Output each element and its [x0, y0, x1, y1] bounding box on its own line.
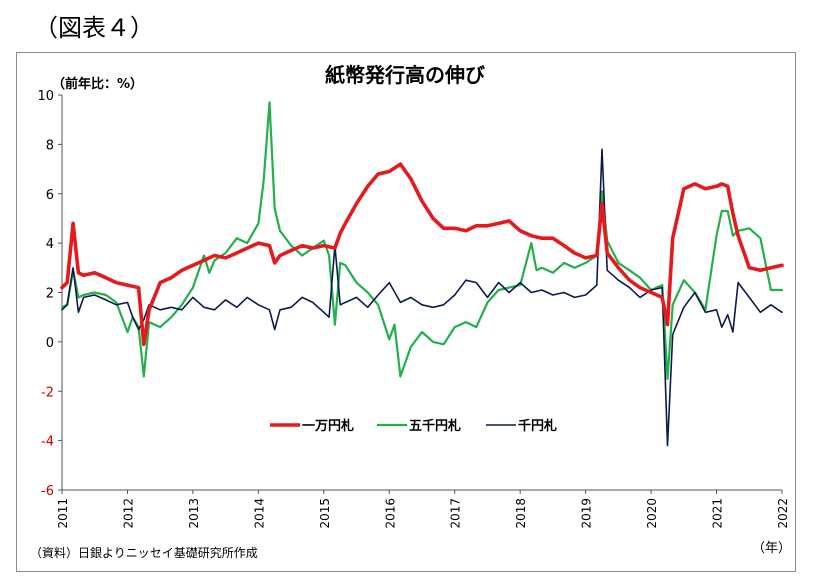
series-line-1 — [60, 162, 784, 347]
legend-label-3: 千円札 — [518, 418, 557, 434]
chart-title: 紙幣発行高の伸び — [325, 63, 486, 87]
figure-label: （図表４） — [34, 14, 154, 42]
x-tick-label: 2017 — [449, 498, 463, 529]
y-tick-label: 8 — [46, 138, 54, 153]
x-tick-label: 2016 — [383, 498, 397, 529]
y-tick-label: -2 — [41, 385, 54, 400]
x-tick-label: 2022 — [776, 498, 790, 529]
x-tick-label: 2015 — [318, 498, 332, 529]
y-tick-label: 0 — [46, 336, 54, 351]
y-tick-label: 10 — [37, 89, 54, 104]
series-layer — [60, 101, 784, 447]
x-tick-label: 2020 — [645, 498, 659, 529]
legend-label-1: 一万円札 — [302, 418, 354, 434]
series-line-2 — [60, 101, 784, 380]
x-tick-label: 2021 — [711, 498, 725, 529]
y-tick-label: 4 — [46, 237, 54, 252]
x-tick-label: 2014 — [252, 498, 266, 529]
y-axis-label: （前年比：%） — [52, 76, 143, 92]
legend-label-2: 五千円札 — [409, 418, 461, 434]
x-tick-label: 2019 — [580, 498, 594, 529]
x-tick-label: 2013 — [187, 498, 201, 529]
source-note: （資料）日銀よりニッセイ基礎研究所作成 — [30, 545, 258, 560]
x-tick-label: 2011 — [56, 498, 70, 529]
series-line-3 — [61, 148, 783, 447]
y-tick-label: 6 — [46, 188, 54, 203]
x-axis-label: （年） — [752, 541, 791, 556]
y-tick-label: -4 — [41, 435, 54, 450]
y-tick-label: -6 — [41, 484, 54, 499]
legend: 一万円札 五千円札 千円札 — [270, 418, 557, 434]
chart-frame — [16, 52, 796, 572]
x-tick-label: 2012 — [121, 498, 135, 529]
y-tick-label: 2 — [46, 287, 54, 302]
x-tick-label: 2018 — [514, 498, 528, 529]
axes: -6 -4 -2 0 2 4 6 8 10 2011 2012 2013 2014 2015 2016 201… — [37, 89, 790, 529]
